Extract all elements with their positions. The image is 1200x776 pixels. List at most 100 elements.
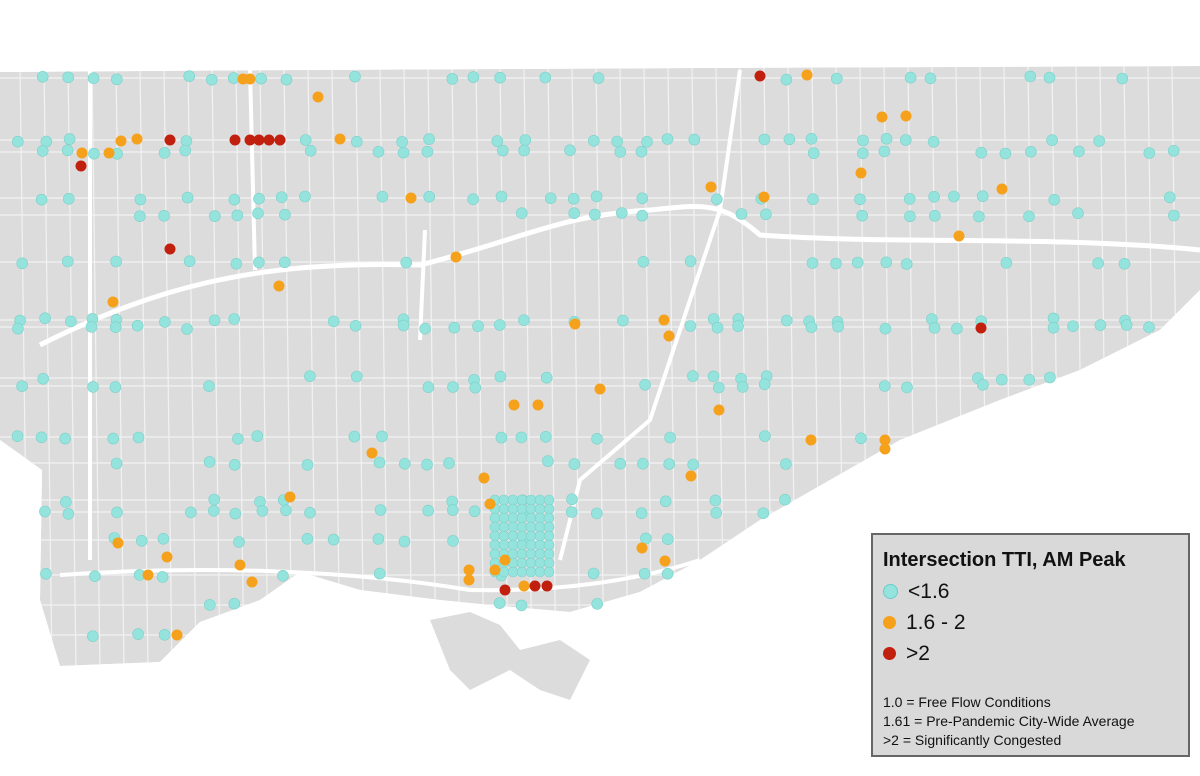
intersection-mid-tti (112, 537, 124, 549)
street (67, 65, 77, 671)
intersection-low-tti (779, 493, 791, 506)
intersection-mid-tti (463, 564, 475, 576)
intersection-low-tti (299, 190, 311, 203)
intersection-low-tti (494, 370, 507, 383)
intersection-mid-tti (876, 111, 888, 123)
intersection-low-tti (507, 530, 519, 542)
intersection-low-tti (1094, 319, 1107, 331)
intersection-low-tti (587, 567, 600, 580)
intersection-low-tti (661, 133, 674, 145)
intersection-low-tti (374, 504, 387, 516)
intersection-low-tti (975, 146, 988, 159)
intersection-low-tti (534, 548, 546, 560)
intersection-mid-tti (532, 399, 544, 411)
intersection-mid-tti (879, 434, 891, 446)
intersection-low-tti (567, 193, 580, 205)
street (451, 65, 461, 671)
intersection-low-tti (278, 256, 291, 269)
intersection-low-tti (525, 521, 537, 533)
intersection-mid-tti (334, 133, 346, 145)
intersection-low-tti (973, 210, 985, 223)
intersection-mid-tti (663, 330, 675, 342)
intersection-mid-tti (246, 576, 258, 588)
legend-note: >2 = Significantly Congested (883, 732, 1062, 748)
intersection-low-tti (636, 209, 649, 222)
intersection-low-tti (615, 207, 628, 219)
intersection-mid-tti (953, 230, 965, 242)
intersection-low-tti (493, 319, 506, 331)
intersection-low-tti (516, 512, 528, 524)
intersection-low-tti (1168, 209, 1180, 222)
intersection-low-tti (255, 72, 267, 85)
intersection-mid-tti (658, 314, 670, 326)
intersection-mid-tti (499, 554, 511, 566)
street (595, 65, 605, 671)
intersection-low-tti (1073, 145, 1085, 158)
intersection-low-tti (277, 569, 289, 582)
street (379, 65, 389, 671)
intersection-low-tti (712, 381, 725, 394)
intersection-low-tti (11, 430, 24, 443)
intersection-low-tti (543, 548, 555, 560)
intersection-low-tti (156, 571, 169, 583)
intersection-low-tti (641, 136, 653, 148)
intersection-low-tti (592, 72, 605, 84)
legend-label: 1.6 - 2 (906, 610, 966, 634)
intersection-low-tti (447, 535, 459, 547)
intersection-low-tti (534, 494, 546, 506)
intersection-low-tti (543, 521, 555, 533)
intersection-low-tti (400, 256, 413, 269)
intersection-low-tti (110, 457, 123, 470)
intersection-low-tti (228, 597, 241, 610)
street (619, 65, 629, 671)
intersection-low-tti (1093, 135, 1105, 147)
intersection-low-tti (1023, 210, 1035, 223)
intersection-low-tti (735, 208, 748, 220)
intersection-low-tti (999, 147, 1012, 160)
intersection-mid-tti (801, 69, 813, 81)
intersection-low-tti (736, 381, 749, 393)
intersection-low-tti (611, 135, 624, 148)
intersection-low-tti (830, 257, 842, 270)
intersection-low-tti (253, 192, 265, 205)
intersection-low-tti (1120, 319, 1133, 331)
intersection-low-tti (65, 315, 77, 328)
intersection-low-tti (111, 506, 123, 519)
intersection-low-tti (1043, 71, 1056, 84)
intersection-low-tti (183, 255, 196, 268)
intersection-mid-tti (569, 318, 581, 330)
intersection-mid-tti (171, 629, 183, 641)
intersection-low-tti (231, 209, 244, 222)
intersection-low-tti (327, 315, 340, 328)
intersection-low-tti (1167, 145, 1180, 157)
intersection-low-tti (539, 71, 552, 84)
intersection-low-tti (279, 208, 291, 221)
intersection-low-tti (900, 258, 913, 270)
intersection-low-tti (688, 133, 701, 146)
red-dot-icon (883, 647, 896, 660)
intersection-low-tti (275, 191, 288, 203)
intersection-low-tti (783, 133, 796, 146)
intersection-low-tti (807, 147, 820, 159)
intersection-low-tti (489, 539, 501, 551)
intersection-low-tti (518, 314, 530, 327)
intersection-low-tti (327, 533, 340, 546)
intersection-low-tti (208, 314, 221, 327)
street (475, 65, 485, 671)
intersection-low-tti (516, 539, 528, 551)
intersection-low-tti (421, 145, 434, 158)
legend-item-mid: 1.6 - 2 (883, 607, 1178, 638)
intersection-low-tti (928, 191, 940, 203)
intersection-low-tti (948, 190, 960, 203)
intersection-low-tti (903, 193, 916, 205)
intersection-mid-tti (161, 551, 173, 563)
intersection-low-tti (759, 430, 771, 442)
intersection-low-tti (857, 134, 869, 147)
legend-title: Intersection TTI, AM Peak (883, 549, 1126, 571)
intersection-low-tti (158, 210, 170, 222)
intersection-low-tti (87, 72, 100, 84)
intersection-low-tti (928, 322, 941, 334)
intersection-low-tti (350, 370, 363, 383)
intersection-low-tti (304, 145, 317, 157)
intersection-mid-tti (518, 580, 530, 592)
